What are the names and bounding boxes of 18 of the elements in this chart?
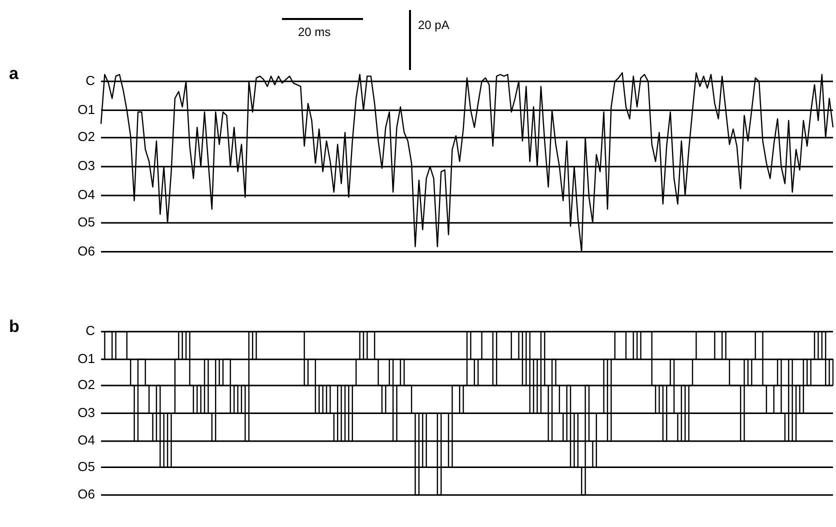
ref-line-label: O1: [78, 350, 95, 366]
ref-line-label: O2: [78, 377, 95, 392]
ref-line-label: O5: [78, 458, 95, 474]
ref-line-label: O4: [78, 187, 95, 202]
ref-line-label: O6: [78, 486, 95, 502]
ref-line-label: O2: [78, 129, 95, 144]
ref-line-label: C: [86, 72, 95, 88]
ref-line-label: O4: [78, 432, 95, 448]
text: 20 ms: [298, 25, 331, 39]
ref-line-label: O3: [78, 158, 95, 174]
ref-line-label: O1: [78, 102, 95, 117]
chart-title: a: [9, 64, 18, 84]
ref-line-label: O3: [78, 404, 95, 420]
ref-line-label: C: [86, 323, 95, 338]
text: 20 pA: [418, 18, 450, 32]
chart-title: b: [9, 317, 20, 337]
ref-line-label: O5: [78, 214, 95, 230]
ref-line-label: O6: [78, 243, 95, 258]
